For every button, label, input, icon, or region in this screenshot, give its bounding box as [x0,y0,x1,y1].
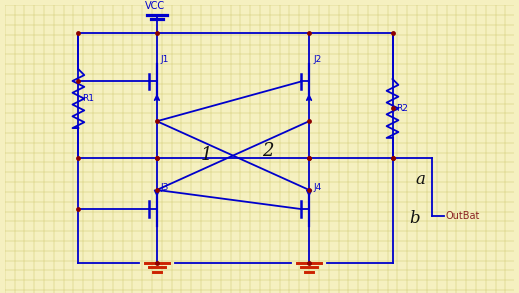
Text: 1: 1 [201,146,213,164]
Text: 2: 2 [262,142,274,160]
Text: OutBat: OutBat [445,212,480,222]
Text: a: a [415,171,425,188]
Text: R2: R2 [397,104,408,113]
Text: VCC: VCC [145,1,165,11]
Text: R1: R1 [83,94,94,103]
Text: J4: J4 [313,183,321,192]
Text: b: b [409,210,420,227]
Text: J3: J3 [161,183,169,192]
Text: J2: J2 [313,55,321,64]
Text: J1: J1 [161,55,169,64]
